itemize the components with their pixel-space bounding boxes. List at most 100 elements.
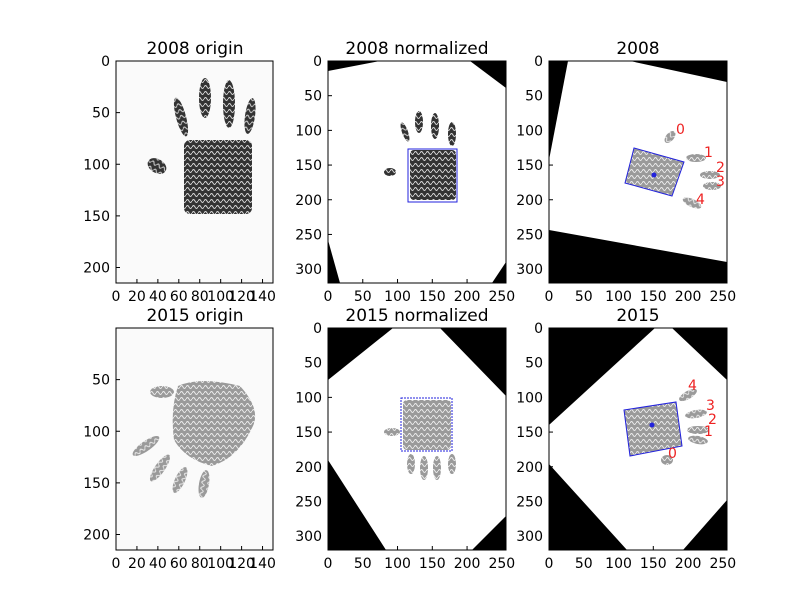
y-tick-label: 50: [525, 89, 543, 105]
x-tick-label: 140: [249, 289, 276, 305]
roi-box: [400, 397, 453, 452]
panel-2008: 2008 0 1 2 3 4 0 50 100 150 200 250 0 50 100 150…: [516, 39, 736, 305]
y-tick-label: 50: [525, 356, 543, 372]
x-tick-label: 200: [454, 556, 481, 572]
x-tick-label: 100: [384, 556, 411, 572]
finger-label: 4: [696, 192, 705, 208]
x-tick-label: 100: [605, 556, 632, 572]
y-tick-label: 50: [304, 89, 322, 105]
y-tick-label: 150: [83, 209, 110, 225]
x-tick-label: 150: [419, 289, 446, 305]
x-tick-label: 250: [488, 556, 515, 572]
image-2015-normalized: [328, 328, 506, 550]
x-tick-label: 60: [170, 289, 188, 305]
x-tick-label: 200: [675, 556, 702, 572]
x-tick-label: 20: [128, 556, 146, 572]
axes-frame: [115, 60, 274, 284]
finger-label: 0: [668, 446, 677, 462]
finger-label: 0: [676, 122, 685, 138]
axes-frame: [548, 60, 728, 284]
image-2008-normalized: [328, 61, 506, 283]
x-tick-label: 200: [675, 289, 702, 305]
y-tick-label: 200: [83, 528, 110, 544]
x-tick-label: 250: [488, 289, 515, 305]
x-tick-label: 20: [128, 289, 146, 305]
x-tick-label: 0: [324, 556, 333, 572]
y-tick-label: 200: [516, 460, 543, 476]
x-tick-label: 0: [112, 289, 121, 305]
y-tick-label: 0: [313, 54, 322, 70]
x-tick-label: 50: [575, 289, 593, 305]
y-tick-label: 100: [516, 123, 543, 139]
finger-label: 2: [716, 160, 725, 176]
y-tick-label: 250: [516, 227, 543, 243]
x-tick-label: 100: [384, 289, 411, 305]
x-tick-label: 250: [709, 289, 736, 305]
x-tick-label: 150: [419, 556, 446, 572]
y-tick-label: 0: [534, 321, 543, 337]
x-tick-label: 150: [640, 556, 667, 572]
roi-box: [407, 148, 458, 203]
panel-title: 2008 origin: [146, 39, 243, 59]
panel-2015-normalized: 2015 normalized 0 50 100 150 200 250 0 50 100 15…: [295, 306, 515, 572]
y-tick-label: 150: [83, 476, 110, 492]
x-tick-label: 80: [191, 289, 209, 305]
y-tick-label: 200: [295, 193, 322, 209]
x-tick-label: 140: [249, 556, 276, 572]
axes-frame: [115, 327, 274, 551]
y-tick-label: 200: [83, 261, 110, 277]
x-tick-label: 80: [191, 556, 209, 572]
image-2008: 0 1 2 3 4: [549, 61, 727, 283]
x-tick-label: 120: [228, 289, 255, 305]
axes-frame: [327, 60, 507, 284]
y-tick-label: 50: [92, 373, 110, 389]
x-tick-label: 250: [709, 556, 736, 572]
x-tick-label: 50: [575, 556, 593, 572]
x-tick-label: 100: [207, 289, 234, 305]
x-tick-label: 120: [228, 556, 255, 572]
roi-box: [624, 147, 685, 197]
x-tick-label: 0: [324, 289, 333, 305]
roi-box: [623, 401, 683, 457]
x-tick-label: 40: [149, 289, 167, 305]
palm-center-marker: [649, 422, 655, 428]
finger-label: 3: [716, 174, 725, 190]
y-tick-label: 100: [295, 390, 322, 406]
finger-label: 1: [704, 145, 713, 161]
finger-label: 1: [704, 424, 713, 440]
y-tick-label: 100: [516, 390, 543, 406]
y-tick-label: 100: [83, 424, 110, 440]
panel-title: 2015: [616, 306, 659, 326]
axes-frame: [548, 327, 728, 551]
y-tick-label: 150: [295, 158, 322, 174]
y-tick-label: 300: [516, 262, 543, 278]
palm-center-marker: [651, 172, 657, 178]
y-tick-label: 300: [295, 529, 322, 545]
x-tick-label: 0: [545, 556, 554, 572]
y-tick-label: 200: [516, 193, 543, 209]
panel-title: 2015 normalized: [345, 306, 488, 326]
y-tick-label: 150: [295, 425, 322, 441]
y-tick-label: 250: [516, 494, 543, 510]
y-tick-label: 50: [92, 106, 110, 122]
image-2015-origin: [116, 328, 273, 550]
x-tick-label: 150: [640, 289, 667, 305]
finger-label: 3: [706, 398, 715, 414]
finger-label: 2: [708, 412, 717, 428]
finger-label: 4: [688, 378, 697, 394]
y-tick-label: 250: [295, 494, 322, 510]
y-tick-label: 0: [101, 54, 110, 70]
y-tick-label: 300: [295, 262, 322, 278]
x-tick-label: 0: [112, 556, 121, 572]
y-tick-label: 300: [516, 529, 543, 545]
panel-title: 2015 origin: [146, 306, 243, 326]
axes-frame: [327, 327, 507, 551]
x-tick-label: 50: [354, 289, 372, 305]
x-tick-label: 40: [149, 556, 167, 572]
y-tick-label: 0: [534, 54, 543, 70]
panel-title: 2008 normalized: [345, 39, 488, 59]
y-tick-label: 50: [304, 356, 322, 372]
